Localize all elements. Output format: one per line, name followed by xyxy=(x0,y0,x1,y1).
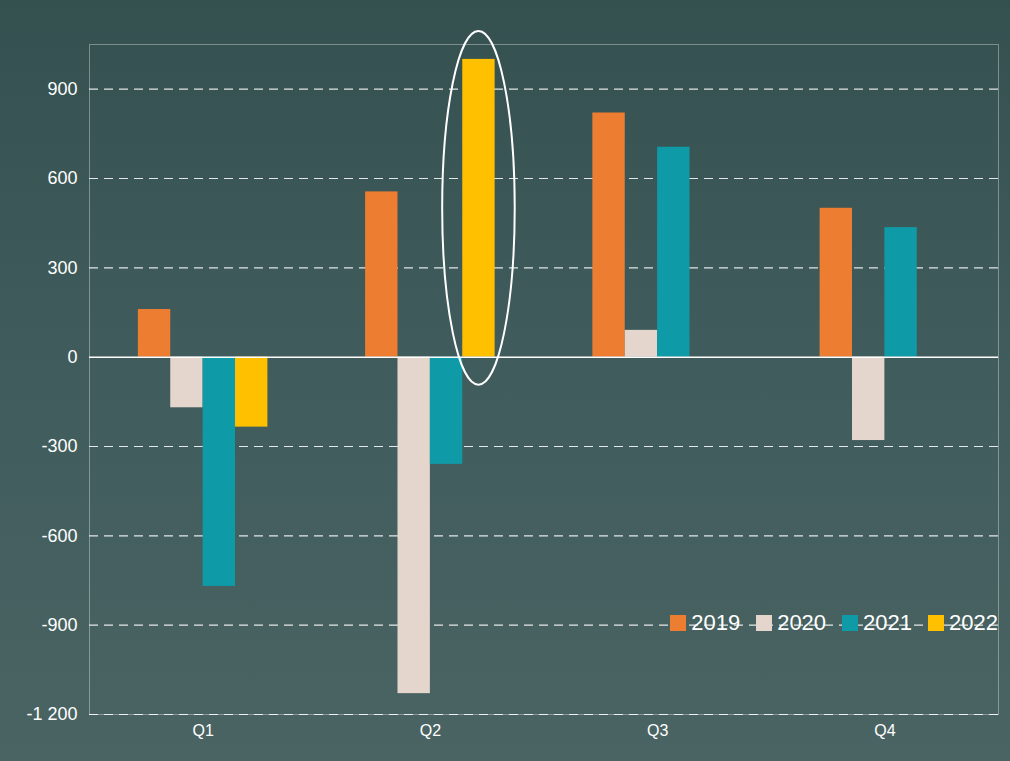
html-text:2019: 2019 xyxy=(691,610,741,635)
html-text:2022: 2022 xyxy=(949,610,998,635)
html-text:2020: 2020 xyxy=(777,610,827,635)
svg-text:-900: -900 xyxy=(41,615,77,635)
svg-text:900: 900 xyxy=(47,79,77,99)
html-text:2021: 2021 xyxy=(863,610,912,635)
svg-text:-600: -600 xyxy=(41,526,77,546)
svg-text:300: 300 xyxy=(47,258,77,278)
svg-text:600: 600 xyxy=(47,168,77,188)
svg-text:-1 200: -1 200 xyxy=(26,704,77,724)
svg-text:Q4: Q4 xyxy=(874,722,895,739)
svg-text:Q3: Q3 xyxy=(647,722,668,739)
svg-text:0: 0 xyxy=(67,347,77,367)
svg-text:-300: -300 xyxy=(41,436,77,456)
svg-text:Q1: Q1 xyxy=(192,722,213,739)
svg-text:Q2: Q2 xyxy=(420,722,441,739)
